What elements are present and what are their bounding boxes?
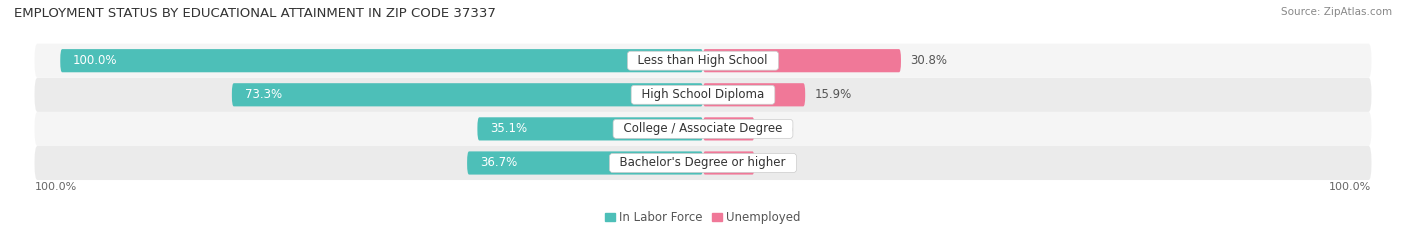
Text: High School Diploma: High School Diploma [634, 88, 772, 101]
FancyBboxPatch shape [703, 151, 755, 175]
Text: 100.0%: 100.0% [35, 182, 77, 192]
FancyBboxPatch shape [703, 117, 755, 140]
Text: 0.0%: 0.0% [763, 157, 793, 169]
Text: 36.7%: 36.7% [479, 157, 517, 169]
Text: 35.1%: 35.1% [491, 122, 527, 135]
FancyBboxPatch shape [232, 83, 703, 106]
FancyBboxPatch shape [703, 83, 806, 106]
FancyBboxPatch shape [478, 117, 703, 140]
Text: 0.0%: 0.0% [763, 122, 793, 135]
FancyBboxPatch shape [35, 146, 1371, 180]
FancyBboxPatch shape [703, 49, 901, 72]
Text: 100.0%: 100.0% [1329, 182, 1371, 192]
Text: Bachelor's Degree or higher: Bachelor's Degree or higher [613, 157, 793, 169]
Text: Less than High School: Less than High School [630, 54, 776, 67]
Text: EMPLOYMENT STATUS BY EDUCATIONAL ATTAINMENT IN ZIP CODE 37337: EMPLOYMENT STATUS BY EDUCATIONAL ATTAINM… [14, 7, 496, 20]
Text: 100.0%: 100.0% [73, 54, 118, 67]
Text: 73.3%: 73.3% [245, 88, 281, 101]
Text: 30.8%: 30.8% [911, 54, 948, 67]
Text: College / Associate Degree: College / Associate Degree [616, 122, 790, 135]
FancyBboxPatch shape [467, 151, 703, 175]
Text: Source: ZipAtlas.com: Source: ZipAtlas.com [1281, 7, 1392, 17]
FancyBboxPatch shape [35, 112, 1371, 146]
Legend: In Labor Force, Unemployed: In Labor Force, Unemployed [600, 206, 806, 229]
Text: 15.9%: 15.9% [815, 88, 852, 101]
FancyBboxPatch shape [35, 44, 1371, 78]
FancyBboxPatch shape [35, 78, 1371, 112]
FancyBboxPatch shape [60, 49, 703, 72]
